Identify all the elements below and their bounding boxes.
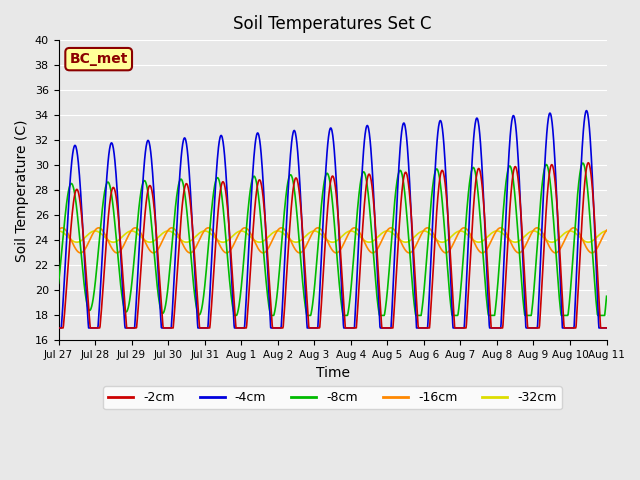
Y-axis label: Soil Temperature (C): Soil Temperature (C) [15,119,29,262]
Legend: -2cm, -4cm, -8cm, -16cm, -32cm: -2cm, -4cm, -8cm, -16cm, -32cm [103,386,562,409]
X-axis label: Time: Time [316,366,349,380]
Text: BC_met: BC_met [70,52,128,66]
Title: Soil Temperatures Set C: Soil Temperatures Set C [234,15,432,33]
